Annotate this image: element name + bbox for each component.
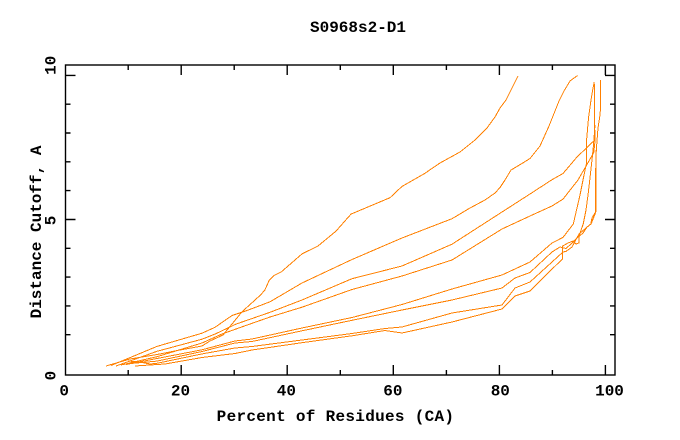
svg-text:0: 0 [59, 383, 69, 401]
svg-text:10: 10 [42, 56, 60, 75]
svg-text:S0968s2-D1: S0968s2-D1 [310, 19, 406, 37]
svg-text:0: 0 [42, 371, 60, 381]
svg-text:100: 100 [595, 383, 624, 401]
svg-text:20: 20 [171, 383, 190, 401]
svg-text:5: 5 [42, 216, 60, 226]
svg-text:Distance Cutoff, A: Distance Cutoff, A [28, 145, 46, 318]
svg-text:40: 40 [277, 383, 296, 401]
svg-text:60: 60 [383, 383, 402, 401]
svg-text:80: 80 [491, 383, 510, 401]
svg-text:Percent of Residues (CA): Percent of Residues (CA) [217, 408, 455, 426]
